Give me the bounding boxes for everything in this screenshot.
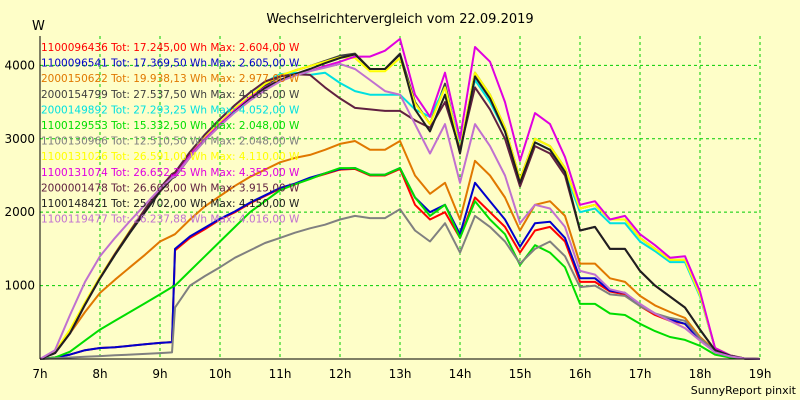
x-tick-label: 19h [749,367,772,381]
legend-entry: 2000154799 Tot: 27.537,50 Wh Max: 4.165,… [41,89,300,101]
y-tick-labels: 1000 2000 3000 4000 [4,58,35,292]
x-tick-labels: 7h 8h 9h 10h 11h 12h 13h 14h 15h 16h 17h 18h 19h [32,367,771,381]
legend: 1100096436 Tot: 17.245,00 Wh Max: 2.604,… [41,42,300,226]
y-tick-label: 4000 [4,58,35,72]
series-line-1100148421 [39,53,761,360]
legend-entry: 1100130966 Tot: 12.510,50 Wh Max: 2.048,… [41,136,300,148]
series-line-2000150622 [39,140,761,360]
legend-entry: 1100131026 Tot: 26.591,00 Wh Max: 4.110,… [41,151,300,163]
series-line-1100130966 [39,208,761,360]
x-tick-label: 7h [32,367,47,381]
x-tick-label: 18h [689,367,712,381]
chart-title: Wechselrichtervergleich vom 22.09.2019 [266,12,533,27]
x-tick-label: 11h [269,367,292,381]
legend-entry: 1100131074 Tot: 26.652,25 Wh Max: 4.355,… [41,167,300,179]
x-tick-label: 16h [569,367,592,381]
x-tick-label: 9h [152,367,167,381]
y-tick-label: 1000 [4,279,35,293]
y-axis-label: W [32,19,45,34]
x-tick-label: 10h [209,367,232,381]
legend-entry: 1100129553 Tot: 15.332,50 Wh Max: 2.048,… [41,120,300,132]
y-tick-label: 3000 [4,132,35,146]
x-tick-label: 12h [329,367,352,381]
x-tick-label: 17h [629,367,652,381]
x-tick-label: 15h [509,367,532,381]
series-line-1100129553 [39,167,761,360]
legend-entry: 2000149892 Tot: 27.293,25 Wh Max: 4.052,… [41,104,300,116]
legend-entry: 1100096541 Tot: 17.369,50 Wh Max: 2.605,… [41,58,300,70]
legend-entry: 2000150622 Tot: 19.938,13 Wh Max: 2.977,… [41,73,300,85]
y-tick-label: 2000 [4,205,35,219]
gridlines [40,36,761,359]
legend-entry: 2000001478 Tot: 26.603,00 Wh Max: 3.915,… [41,182,300,194]
legend-entry: 1100096436 Tot: 17.245,00 Wh Max: 2.604,… [41,42,300,54]
x-tick-label: 13h [389,367,412,381]
x-tick-label: 8h [92,367,107,381]
series-line-1100119477 [39,62,761,360]
series-lines [39,37,761,360]
x-tick-label: 14h [449,367,472,381]
legend-entry: 1100148421 Tot: 25.702,00 Wh Max: 4.150,… [41,198,300,210]
legend-entry: 1100119477 Tot: 26.237,88 Wh Max: 4.016,… [41,214,300,226]
footer-credit: SunnyReport pinxit [691,384,797,397]
